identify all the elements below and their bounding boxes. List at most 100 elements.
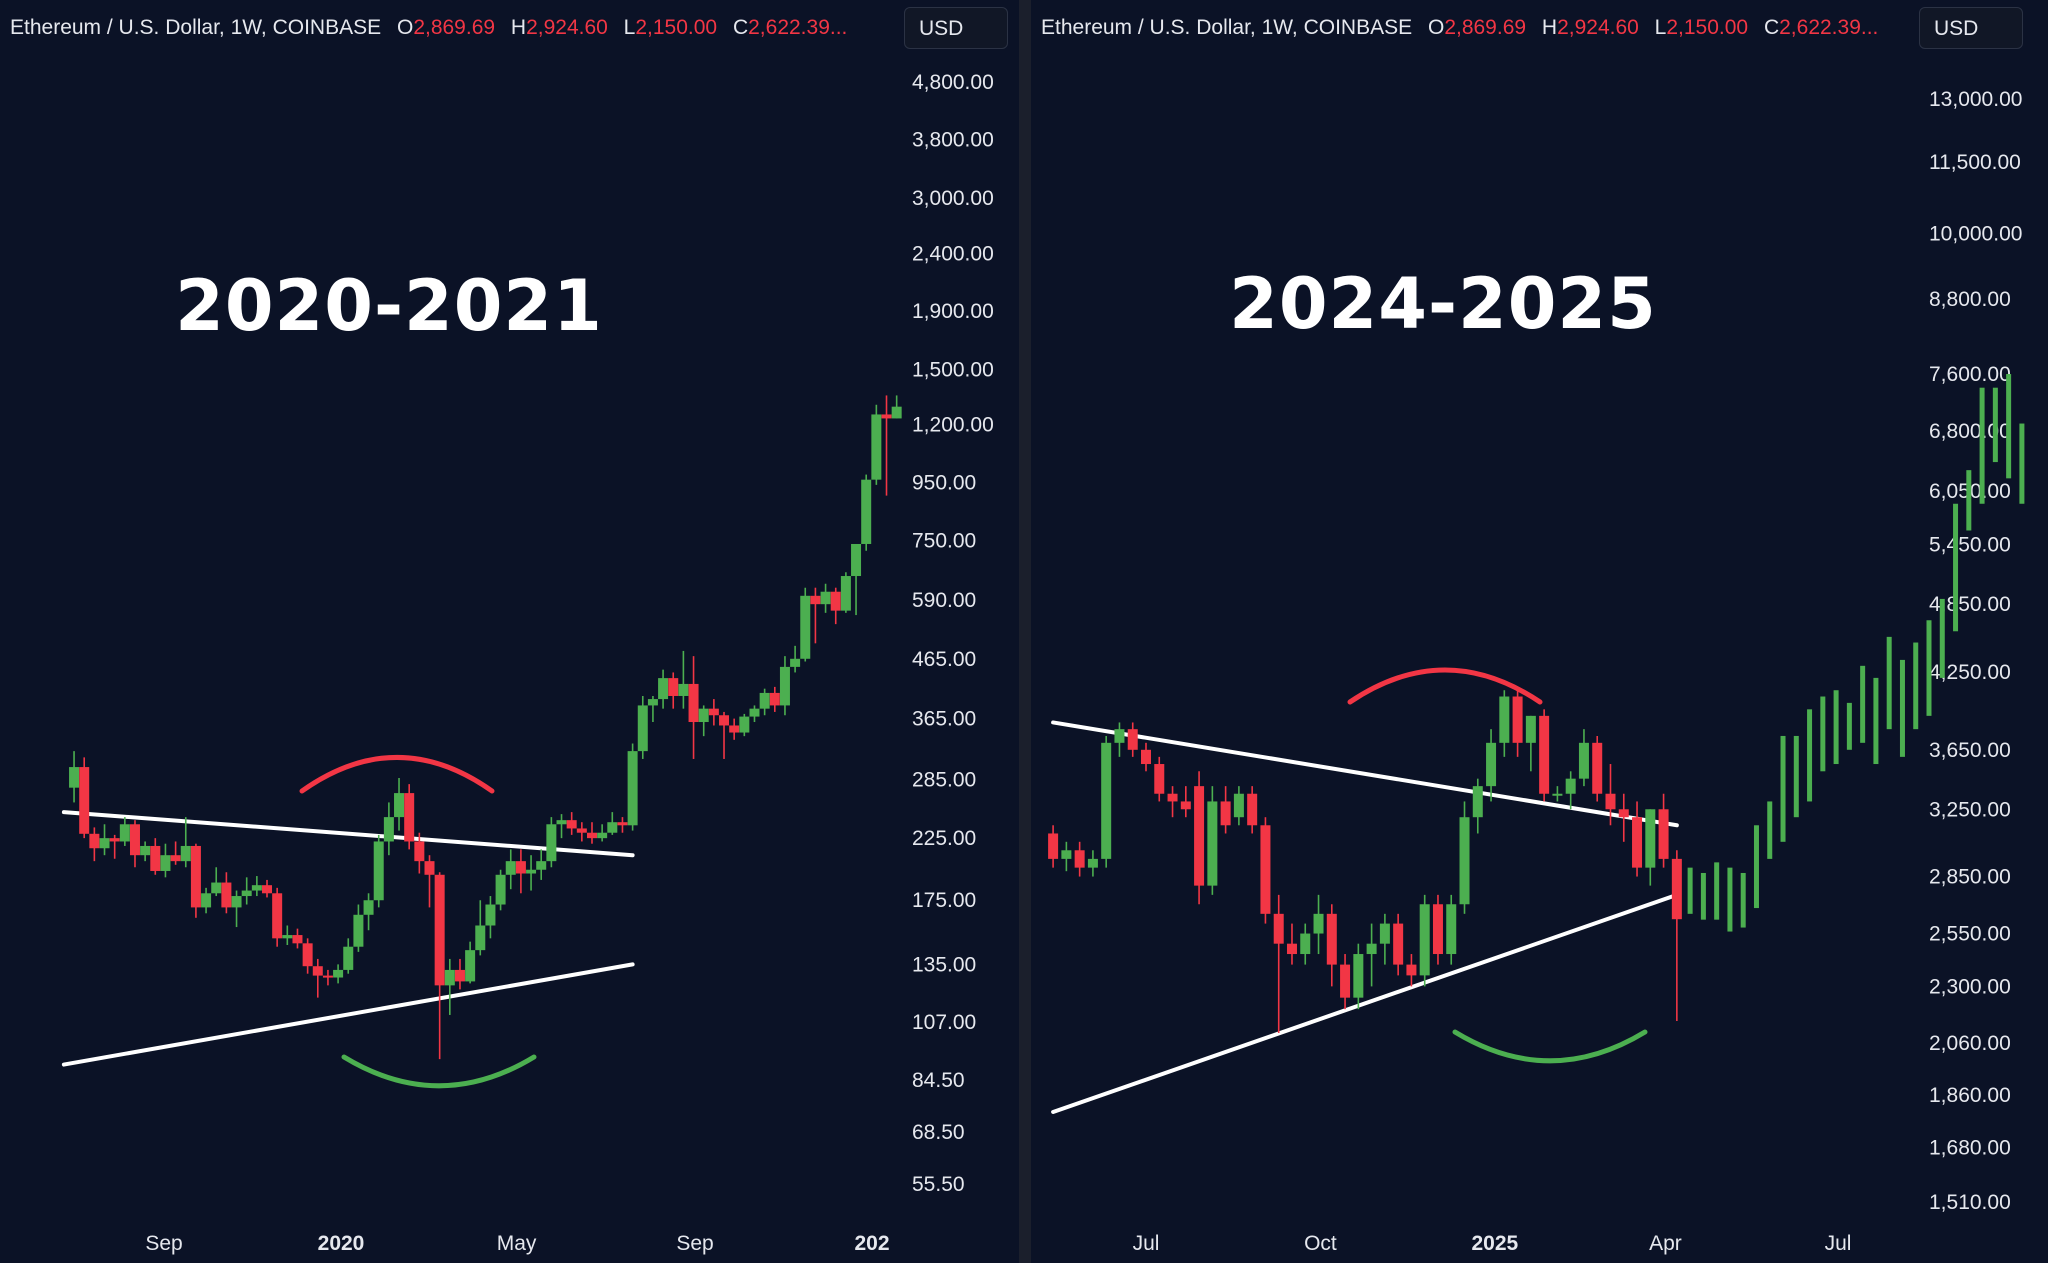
y-tick-label: 13,000.00 — [1929, 88, 2022, 111]
candle-body — [322, 975, 333, 978]
candle-body — [353, 914, 364, 947]
candle-body — [414, 841, 425, 862]
close-value: 2,622.39... — [1779, 16, 1879, 39]
candle-body — [1658, 809, 1669, 859]
close-label: C — [732, 16, 749, 39]
candle-body — [231, 896, 242, 908]
candle-body — [394, 793, 405, 818]
y-tick-label: 135.00 — [912, 953, 976, 976]
candle-body — [779, 666, 790, 706]
projection-bar — [1740, 872, 1746, 928]
candle-body — [241, 890, 252, 897]
y-tick-label: 8,800.00 — [1929, 288, 2011, 311]
candle-body — [1048, 833, 1059, 859]
candle-body — [719, 715, 730, 726]
candle-body — [99, 838, 110, 849]
projection-bar — [1700, 872, 1706, 920]
currency-button[interactable]: USD — [904, 7, 1008, 49]
y-tick-label: 2,400.00 — [912, 242, 994, 265]
candle-body — [211, 882, 222, 894]
candle-body — [658, 678, 669, 700]
open-value: 2,869.69 — [1444, 16, 1527, 39]
candle-body — [89, 833, 100, 849]
candle-body — [272, 893, 283, 939]
candle-body — [617, 822, 628, 826]
candle-body — [1446, 904, 1457, 955]
y-tick-label: 84.50 — [912, 1069, 965, 1092]
projection-bar — [1753, 825, 1759, 909]
chart-area-left[interactable]: 2020-2021 55.50 68.50 84.50 107.00 135.00 175.… — [0, 0, 1019, 1263]
chart-panel-2024-2025: Ethereum / U.S. Dollar, 1W, COINBASE O2,… — [1031, 0, 2048, 1263]
y-tick-label: 3,250.00 — [1929, 798, 2011, 821]
x-tick-label: Oct — [1304, 1232, 1337, 1255]
candle-body — [69, 767, 80, 788]
y-tick-label: 5,450.00 — [1929, 533, 2011, 556]
low-label: L — [623, 16, 636, 39]
candle-body — [495, 874, 506, 905]
candle-body — [454, 969, 465, 982]
candle-body — [1194, 786, 1205, 886]
candle-body — [160, 855, 171, 871]
close-label: C — [1763, 16, 1780, 39]
candle-body — [221, 882, 232, 908]
high-value: 2,924.60 — [526, 16, 608, 39]
projection-bar — [2019, 423, 2025, 504]
y-tick-label: 4,800.00 — [912, 71, 994, 94]
high-label: H — [510, 16, 527, 39]
currency-button[interactable]: USD — [1919, 7, 2023, 49]
y-tick-label: 2,850.00 — [1929, 866, 2011, 889]
candle-body — [79, 767, 90, 834]
candle-body — [769, 692, 780, 706]
y-tick-label: 465.00 — [912, 648, 976, 671]
candle-body — [129, 824, 140, 856]
candle-body — [688, 683, 699, 723]
y-tick-label: 1,900.00 — [912, 300, 994, 323]
candle-body — [1326, 913, 1337, 965]
y-tick-label: 3,800.00 — [912, 129, 994, 152]
candle-body — [1578, 742, 1589, 779]
candle-body — [302, 943, 313, 967]
candle-body — [881, 414, 892, 419]
candle-body — [1419, 904, 1430, 976]
projection-bar — [2006, 374, 2012, 479]
candle-body — [180, 845, 191, 862]
candle-body — [1286, 943, 1297, 955]
candle-body — [515, 861, 526, 874]
candle-body — [1101, 742, 1112, 859]
y-tick-label: 68.50 — [912, 1121, 965, 1144]
y-tick-label: 1,510.00 — [1929, 1191, 2011, 1214]
candle-body — [637, 705, 648, 752]
chart-area-right[interactable]: 2024-2025 1,510.00 1,680.00 1,860.00 2,060.0… — [1031, 0, 2048, 1263]
open-value: 2,869.69 — [413, 16, 496, 39]
candle-body — [1233, 793, 1244, 818]
y-tick-label: 1,860.00 — [1929, 1084, 2011, 1107]
x-tick-label: Jul — [1133, 1232, 1160, 1255]
y-tick-label: 4,850.00 — [1929, 593, 2011, 616]
projection-bar — [1793, 735, 1799, 818]
projection-bar — [1873, 677, 1879, 765]
candle-body — [790, 658, 801, 667]
y-tick-label: 2,550.00 — [1929, 923, 2011, 946]
y-tick-label: 750.00 — [912, 530, 976, 553]
candle-body — [424, 861, 435, 875]
candle-body — [891, 406, 902, 419]
candle-body — [150, 845, 161, 871]
candle-body — [1366, 943, 1377, 955]
candle-body — [282, 935, 293, 939]
candle-body — [343, 946, 354, 970]
candle-body — [1340, 964, 1351, 998]
projection-bar — [1714, 862, 1720, 920]
green-cup-arc — [1452, 1029, 1648, 1064]
y-tick-label: 1,200.00 — [912, 414, 994, 437]
candle-body — [1459, 817, 1470, 905]
projection-bar — [1992, 387, 1998, 463]
candle-body — [1114, 729, 1125, 743]
candle-body — [1632, 817, 1643, 868]
y-tick-label: 2,060.00 — [1929, 1032, 2011, 1055]
candle-body — [404, 793, 415, 842]
y-tick-label: 2,300.00 — [1929, 975, 2011, 998]
x-tick-label: Sep — [676, 1232, 713, 1255]
candle-body — [190, 845, 201, 908]
panel-divider[interactable] — [1019, 0, 1031, 1263]
x-tick-label: 2025 — [1471, 1232, 1518, 1255]
